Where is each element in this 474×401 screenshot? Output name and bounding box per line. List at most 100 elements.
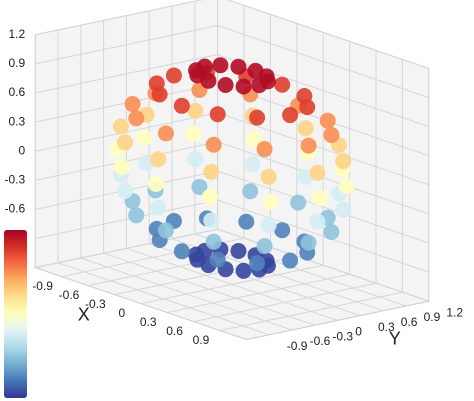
point bbox=[249, 255, 266, 272]
y-tick-label: 1.2 bbox=[446, 305, 463, 319]
y-tick-label: -0.9 bbox=[287, 339, 308, 353]
point bbox=[212, 57, 229, 74]
point bbox=[244, 156, 261, 173]
y-axis-title: Y bbox=[389, 329, 401, 349]
point bbox=[209, 106, 226, 123]
point bbox=[230, 58, 247, 75]
point bbox=[203, 212, 220, 229]
grid-line bbox=[103, 252, 315, 326]
colorbar bbox=[4, 230, 27, 398]
z-tick-label: 0.6 bbox=[9, 85, 26, 99]
point bbox=[319, 112, 336, 129]
grid-line bbox=[57, 262, 270, 336]
point bbox=[165, 67, 182, 84]
axes-box bbox=[33, 0, 431, 341]
point bbox=[235, 262, 252, 279]
point bbox=[238, 213, 255, 230]
point bbox=[260, 168, 277, 185]
point bbox=[209, 251, 226, 268]
grid-line bbox=[217, 228, 429, 302]
point bbox=[338, 178, 355, 195]
x-tick-label: -0.3 bbox=[85, 297, 106, 311]
point bbox=[128, 207, 145, 224]
point bbox=[187, 151, 204, 168]
point bbox=[249, 109, 266, 126]
point bbox=[300, 234, 317, 251]
point bbox=[251, 77, 268, 94]
point bbox=[148, 176, 164, 192]
y-tick-label: 0.3 bbox=[378, 320, 395, 334]
point bbox=[151, 86, 168, 103]
point bbox=[235, 78, 252, 95]
x-tick-label: -0.6 bbox=[59, 288, 80, 302]
grid-line bbox=[194, 233, 407, 307]
z-tick-label: 0.9 bbox=[9, 56, 26, 70]
y-tick-label: 0.9 bbox=[424, 310, 441, 324]
grid-line bbox=[80, 257, 293, 331]
point bbox=[113, 158, 130, 175]
z-tick-label: -0.3 bbox=[5, 172, 26, 186]
z-tick-label: 1.2 bbox=[9, 27, 26, 41]
y-tick-label: 0.6 bbox=[401, 315, 418, 329]
point bbox=[309, 213, 326, 230]
point bbox=[309, 164, 326, 181]
x-tick-label: 0.9 bbox=[193, 333, 210, 347]
point bbox=[274, 76, 291, 93]
point bbox=[335, 201, 352, 218]
grid-line bbox=[126, 247, 338, 321]
y-tick-label: 0 bbox=[355, 325, 362, 339]
grid-line bbox=[35, 0, 203, 36]
point bbox=[242, 183, 259, 200]
point bbox=[150, 151, 167, 168]
point bbox=[323, 223, 340, 240]
point bbox=[157, 222, 174, 239]
point bbox=[187, 102, 204, 119]
point bbox=[128, 110, 145, 127]
point bbox=[246, 131, 263, 148]
grid-line bbox=[217, 170, 429, 244]
point bbox=[136, 130, 152, 146]
grid-line bbox=[226, 0, 429, 69]
x-tick-label: 0.3 bbox=[140, 315, 157, 329]
point bbox=[323, 126, 340, 143]
point bbox=[274, 222, 291, 239]
point bbox=[256, 238, 273, 255]
x-tick-label: -0.9 bbox=[32, 279, 53, 293]
point bbox=[117, 182, 134, 199]
grid-line bbox=[217, 112, 429, 186]
y-tick-label: -0.3 bbox=[332, 329, 353, 343]
grid-line bbox=[35, 25, 218, 65]
point bbox=[117, 134, 134, 151]
point bbox=[173, 243, 190, 260]
point bbox=[282, 107, 299, 124]
point bbox=[300, 137, 317, 154]
x-tick-label: 0.6 bbox=[166, 324, 183, 338]
point bbox=[112, 118, 129, 135]
point bbox=[282, 252, 299, 269]
point bbox=[290, 194, 307, 211]
y-tick-label: -0.6 bbox=[310, 334, 331, 348]
point bbox=[260, 217, 277, 234]
point bbox=[205, 233, 222, 250]
point bbox=[256, 141, 273, 158]
z-tick-label: 0.3 bbox=[9, 114, 26, 128]
x-tick-label: 0 bbox=[118, 306, 125, 320]
grid-line bbox=[35, 199, 218, 239]
grid-line bbox=[217, 199, 429, 273]
point bbox=[200, 72, 217, 89]
z-tick-label: -0.6 bbox=[5, 202, 26, 216]
grid-line bbox=[35, 54, 218, 94]
point bbox=[173, 97, 190, 114]
point bbox=[299, 99, 316, 116]
point bbox=[191, 178, 208, 195]
point bbox=[201, 188, 218, 205]
point bbox=[157, 125, 174, 142]
grid-line bbox=[35, 228, 218, 269]
grid-line bbox=[217, 25, 429, 98]
point bbox=[230, 243, 247, 260]
x-axis-title: X bbox=[78, 304, 90, 324]
point bbox=[124, 96, 141, 113]
point bbox=[312, 190, 328, 206]
points bbox=[109, 57, 355, 279]
